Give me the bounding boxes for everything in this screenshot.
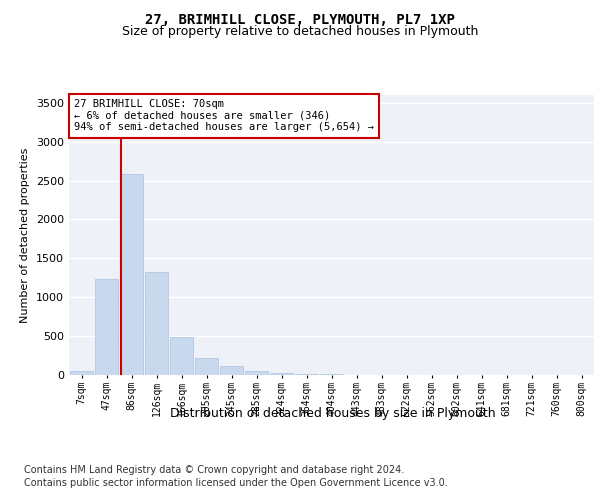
Bar	[245, 371, 268, 375]
Text: 27 BRIMHILL CLOSE: 70sqm
← 6% of detached houses are smaller (346)
94% of semi-d: 27 BRIMHILL CLOSE: 70sqm ← 6% of detache…	[74, 99, 374, 132]
Bar	[270, 372, 293, 375]
Bar	[95, 280, 118, 375]
Bar	[295, 374, 318, 375]
Bar	[120, 174, 143, 375]
Y-axis label: Number of detached properties: Number of detached properties	[20, 148, 31, 322]
Text: Contains HM Land Registry data © Crown copyright and database right 2024.: Contains HM Land Registry data © Crown c…	[24, 465, 404, 475]
Bar	[70, 371, 93, 375]
Bar	[320, 374, 343, 375]
Bar	[145, 272, 168, 375]
Bar	[170, 337, 193, 375]
Bar	[195, 358, 218, 375]
Text: 27, BRIMHILL CLOSE, PLYMOUTH, PL7 1XP: 27, BRIMHILL CLOSE, PLYMOUTH, PL7 1XP	[145, 12, 455, 26]
Text: Distribution of detached houses by size in Plymouth: Distribution of detached houses by size …	[170, 408, 496, 420]
Text: Size of property relative to detached houses in Plymouth: Size of property relative to detached ho…	[122, 25, 478, 38]
Bar	[220, 366, 243, 375]
Text: Contains public sector information licensed under the Open Government Licence v3: Contains public sector information licen…	[24, 478, 448, 488]
